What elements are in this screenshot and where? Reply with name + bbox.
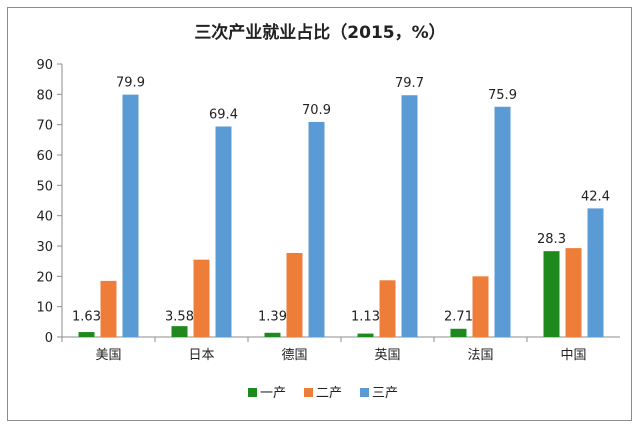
data-label: 1.39 — [258, 309, 287, 324]
bar — [286, 252, 303, 337]
x-tick-label: 日本 — [188, 348, 214, 363]
bar — [78, 332, 95, 337]
data-label: 69.4 — [209, 107, 238, 122]
x-tick-label: 中国 — [560, 348, 586, 363]
bar — [494, 106, 511, 338]
bar — [171, 326, 188, 337]
data-label: 1.13 — [351, 309, 380, 324]
data-label: 79.9 — [116, 76, 145, 91]
y-tick-label: 80 — [36, 88, 53, 103]
bar — [450, 328, 467, 337]
bar — [543, 251, 560, 337]
bar — [215, 126, 232, 337]
bar — [565, 248, 582, 337]
data-label: 75.9 — [488, 88, 517, 103]
y-tick-label: 30 — [36, 240, 53, 255]
data-label: 28.3 — [537, 232, 566, 247]
legend-swatch — [304, 388, 313, 397]
y-tick-label: 10 — [36, 301, 53, 316]
bar — [587, 208, 604, 337]
x-tick-label: 美国 — [95, 348, 121, 363]
y-tick-label: 20 — [36, 270, 53, 285]
chart-frame — [7, 7, 632, 421]
bar — [357, 333, 374, 337]
legend-label: 三产 — [372, 386, 398, 401]
y-tick-label: 70 — [36, 119, 53, 134]
bar — [122, 94, 139, 338]
data-label: 70.9 — [302, 103, 331, 118]
bar — [379, 280, 396, 337]
legend-swatch — [360, 388, 369, 397]
x-tick-label: 德国 — [281, 348, 307, 363]
y-tick-label: 0 — [45, 331, 53, 346]
bar — [193, 259, 210, 337]
x-tick-label: 法国 — [467, 348, 493, 363]
data-label: 1.63 — [72, 309, 101, 324]
bar — [472, 276, 489, 337]
data-label: 3.58 — [165, 309, 194, 324]
bar — [308, 121, 325, 337]
legend-label: 一产 — [260, 386, 286, 401]
data-label: 79.7 — [395, 76, 424, 91]
x-tick-label: 英国 — [374, 348, 400, 363]
chart-title: 三次产业就业占比（2015，%） — [194, 23, 446, 43]
bar — [264, 332, 281, 337]
bar — [401, 95, 418, 337]
data-label: 2.71 — [444, 309, 473, 324]
y-tick-label: 90 — [36, 58, 53, 73]
legend-swatch — [248, 388, 257, 397]
y-tick-label: 40 — [36, 210, 53, 225]
bar — [100, 280, 117, 337]
y-tick-label: 60 — [36, 149, 53, 164]
y-tick-label: 50 — [36, 179, 53, 194]
legend-label: 二产 — [316, 386, 342, 401]
data-label: 42.4 — [581, 189, 610, 204]
